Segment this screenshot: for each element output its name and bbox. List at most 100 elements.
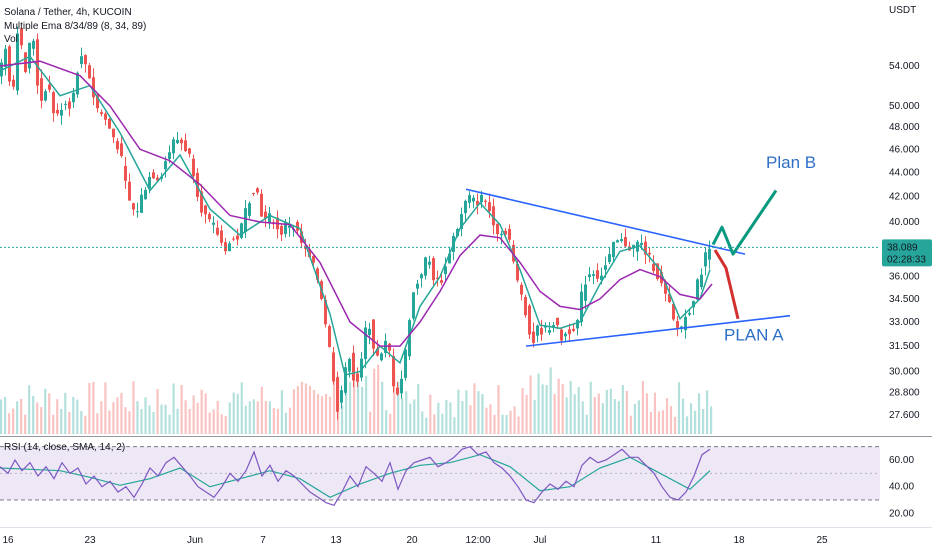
rsi-tick-label: 20.00: [889, 508, 914, 519]
volume-bar: [425, 417, 428, 434]
candle-body: [120, 143, 123, 157]
volume-bar: [204, 393, 207, 434]
volume-bar: [236, 393, 239, 434]
candle-body: [580, 291, 583, 323]
candle-body: [508, 228, 511, 240]
candle-body: [200, 191, 203, 213]
rsi-tick-label: 60.00: [889, 455, 914, 466]
volume-bar: [172, 383, 175, 434]
candle-body: [348, 358, 351, 372]
volume-bar: [104, 382, 107, 434]
candle-body: [444, 266, 447, 275]
candle-body: [344, 367, 347, 393]
candle-body: [148, 176, 151, 189]
volume-bar: [405, 391, 408, 434]
volume-bar: [284, 412, 288, 434]
candle-body: [436, 277, 439, 280]
current-price-tag-background: [882, 239, 932, 267]
candle-body: [380, 353, 383, 361]
candle-body: [360, 358, 363, 378]
candle-body: [156, 177, 159, 181]
volume-bar: [316, 393, 320, 434]
trendline-lower: [525, 314, 791, 347]
price-tick-label: 33.000: [889, 317, 920, 328]
candle-body: [492, 206, 495, 226]
candle-body: [8, 46, 11, 82]
candle-body: [592, 274, 595, 276]
volume-bar: [501, 414, 504, 434]
volume-bar: [629, 415, 632, 434]
volume-bar: [673, 416, 677, 434]
volume-bar: [525, 394, 528, 434]
volume-bar: [573, 394, 576, 434]
candle-body: [520, 284, 523, 295]
candle-body: [128, 181, 131, 201]
volume-bar: [585, 414, 588, 434]
candle-body: [188, 148, 191, 154]
volume-bar: [76, 399, 79, 434]
rsi-pane: RSI (14, close, SMA, 14, 2) 60.00 40.00 20…: [0, 442, 914, 519]
volume-bar: [705, 390, 709, 434]
candle-body: [44, 91, 47, 101]
volume-bar: [397, 381, 400, 434]
price-tick-label: 28.800: [889, 388, 920, 399]
volume-bar: [132, 381, 135, 434]
candle-body: [116, 140, 119, 150]
candle-body: [440, 280, 443, 283]
volume-bar: [108, 410, 111, 434]
candle-body: [300, 231, 303, 243]
candle-body: [284, 222, 287, 234]
candle-body: [416, 283, 419, 289]
price-axis[interactable]: USDT 54.000 50.000 48.000 46.000 44.000 42.00…: [880, 0, 932, 436]
volume-bar: [264, 400, 267, 434]
volume-bar: [441, 413, 444, 434]
candle-body: [204, 205, 207, 215]
volume-bar: [565, 397, 568, 434]
chart-legend: Solana / Tether, 4h, KUCOIN Multiple Ema…: [4, 7, 146, 45]
volume-bar: [581, 401, 584, 434]
candle-body: [76, 72, 79, 95]
candle-body: [68, 101, 71, 109]
volume-bar: [304, 383, 308, 434]
candle-body: [248, 203, 251, 216]
price-tick-label: 31.500: [889, 341, 920, 352]
volume-bar: [208, 412, 211, 434]
volume-bar: [188, 408, 191, 434]
volume-bar: [605, 389, 608, 434]
volume-bar: [56, 399, 59, 434]
candle-body: [336, 377, 339, 412]
candle-body: [168, 152, 171, 159]
candle-body: [388, 343, 391, 351]
volume-bar: [280, 390, 283, 434]
candle-body: [496, 223, 499, 235]
volume-bar: [689, 403, 693, 434]
candle-body: [400, 378, 403, 394]
candle-body: [484, 200, 487, 202]
volume-bar: [685, 416, 689, 434]
candle-body: [32, 40, 35, 49]
candle-body: [540, 328, 543, 335]
volume-bar: [449, 402, 452, 434]
volume-bar: [613, 399, 616, 434]
volume-bar: [437, 402, 440, 434]
volume-bar: [344, 381, 348, 434]
candle-body: [356, 373, 359, 382]
volume-bar: [529, 375, 532, 434]
volume-bar: [320, 396, 324, 434]
price-axis-background: [880, 0, 932, 436]
volume-bar: [621, 385, 624, 434]
time-tick-label: 12:00: [465, 535, 490, 546]
candle-body: [476, 200, 479, 206]
volume-bar: [681, 398, 685, 434]
volume-bar: [352, 372, 356, 434]
volume-bar: [276, 408, 279, 434]
volume-bar: [569, 381, 572, 434]
candle-body: [232, 238, 235, 240]
price-tick-label: 30.000: [889, 366, 920, 377]
price-tick-label: 42.000: [889, 192, 920, 203]
volume-bar: [369, 411, 372, 434]
volume-bar: [48, 393, 51, 434]
time-axis[interactable]: 16 23 Jun 7 13 20 12:00 Jul 11 18 25: [2, 535, 828, 546]
volume-bar: [493, 414, 496, 434]
candle-body: [392, 355, 395, 387]
